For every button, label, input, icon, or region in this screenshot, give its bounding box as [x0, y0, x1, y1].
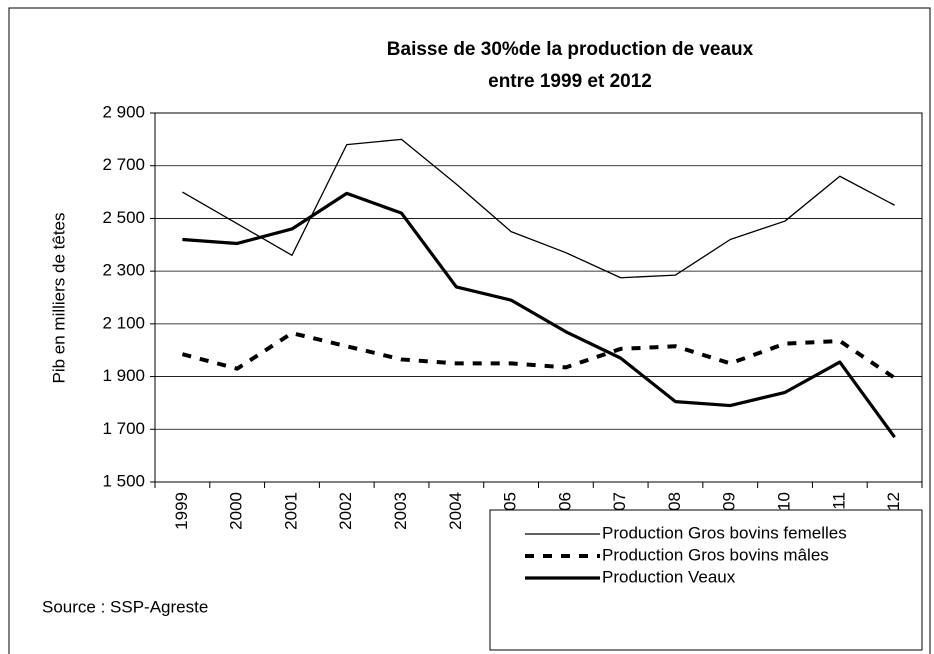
y-tick-label: 2 100 — [102, 313, 145, 332]
y-tick-label: 1 500 — [102, 471, 145, 490]
series-line — [182, 138, 895, 279]
legend-label: Production Gros bovins femelles — [602, 523, 847, 542]
chart-title: Baisse de 30%de la production de veaux — [387, 39, 754, 60]
x-tick-label: 2001 — [281, 492, 300, 530]
x-tick-label: 2003 — [391, 492, 410, 530]
series-line — [182, 191, 896, 439]
legend-label: Production Gros bovins mâles — [602, 545, 829, 564]
x-tick-label: 2002 — [336, 492, 355, 530]
x-tick-label: 2000 — [227, 492, 246, 530]
y-tick-label: 2 300 — [102, 261, 145, 280]
chart-frame — [8, 7, 931, 654]
plot-frame — [154, 112, 923, 483]
x-tick-label: 2004 — [446, 492, 465, 530]
legend-label: Production Veaux — [602, 567, 736, 586]
series-line — [181, 331, 896, 380]
y-tick-label: 1 900 — [102, 366, 145, 385]
y-tick-label: 2 500 — [102, 208, 145, 227]
y-tick-label: 1 700 — [102, 419, 145, 438]
source-note: Source : SSP-Agreste — [42, 597, 208, 616]
y-tick-label: 2 900 — [102, 102, 145, 121]
x-tick-label: 1999 — [172, 492, 191, 530]
legend-box — [489, 509, 923, 651]
y-tick-label: 2 700 — [102, 155, 145, 174]
chart-title: entre 1999 et 2012 — [488, 71, 652, 92]
y-axis-label: Pib en milliers de têtes — [49, 212, 68, 383]
